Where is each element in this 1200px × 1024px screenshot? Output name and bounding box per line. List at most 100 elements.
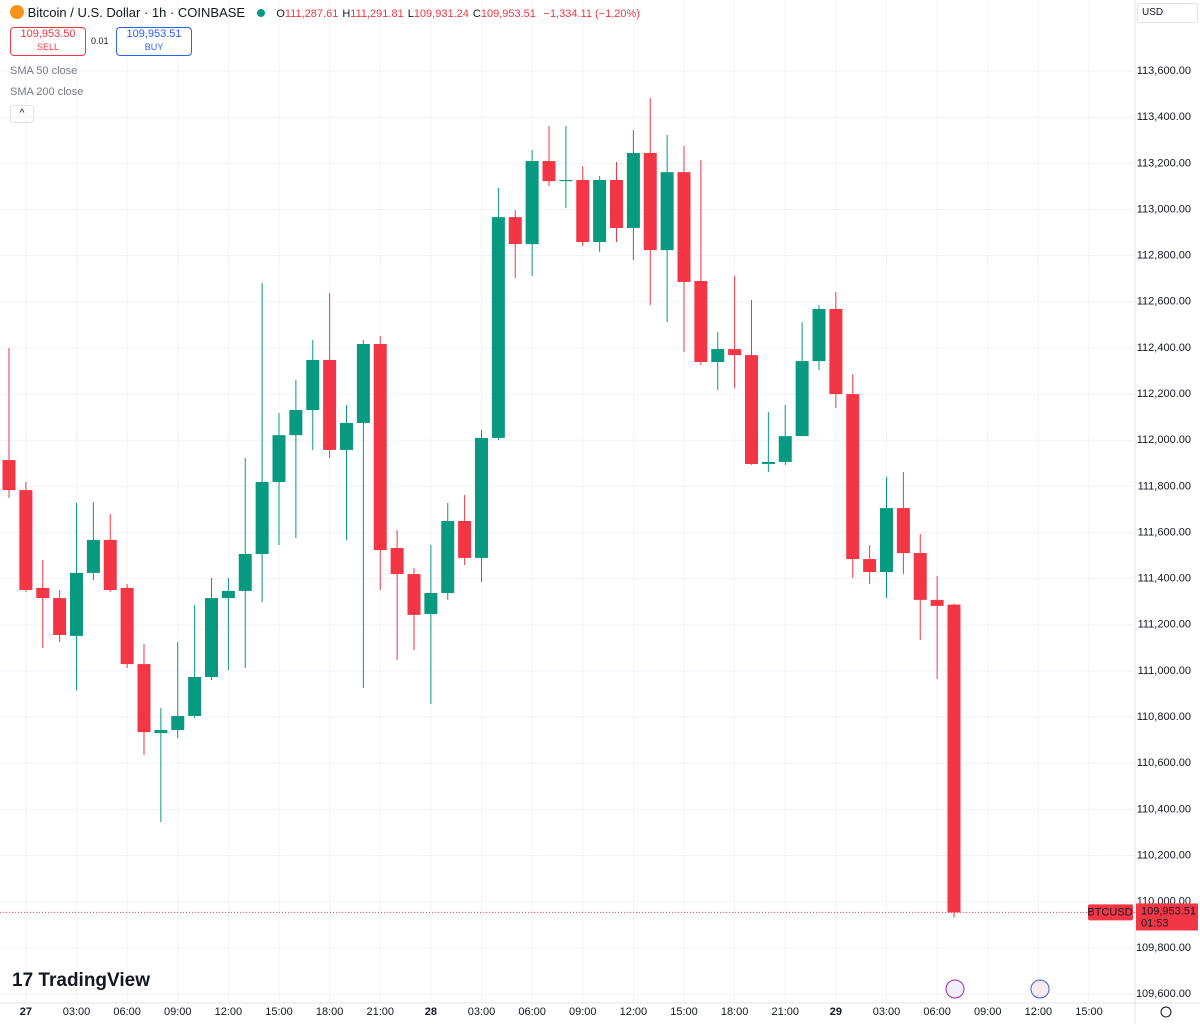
y-tick-label: 112,200.00 (1137, 388, 1191, 400)
y-tick-label: 111,200.00 (1138, 619, 1191, 631)
x-tick-label: 18:00 (316, 1006, 344, 1018)
candle-body (593, 179, 607, 243)
settings-icon (1160, 1006, 1172, 1018)
ohlc-key: O (276, 8, 285, 20)
x-tick-label: 06:00 (923, 1006, 951, 1018)
x-tick-label: 21:00 (366, 1006, 394, 1018)
y-tick-label: 111,800.00 (1138, 480, 1191, 492)
candle-body (728, 349, 742, 356)
ohlc-value: 109,953.51 (480, 8, 536, 20)
indicator[interactable]: SMA 50 close (10, 65, 78, 77)
y-tick-label: 109,600.00 (1136, 988, 1191, 1000)
candle-body (424, 592, 438, 614)
candle-body (947, 604, 961, 913)
candle-body (2, 460, 16, 491)
indicator[interactable]: SMA 200 close (10, 86, 84, 98)
ohlc-key: L (407, 8, 414, 20)
candle-body (171, 715, 185, 731)
spread: 0.01 (91, 36, 109, 46)
header: Bitcoin / U.S. Dollar · 1h · COINBASE O1… (10, 5, 640, 20)
y-tick-label: 112,000.00 (1137, 434, 1191, 446)
event-icon (1030, 979, 1050, 999)
symbol-tag-text: BTCUSD (1087, 906, 1132, 918)
y-tick-label: 113,200.00 (1137, 157, 1191, 169)
candle-body (660, 172, 674, 251)
collapse-button[interactable]: ^ (10, 105, 34, 123)
ohlc-value: 111,287.61 (284, 8, 339, 20)
sell-label: SELL (36, 42, 60, 52)
x-tick-label: 03:00 (873, 1006, 901, 1018)
candle-body (289, 410, 303, 436)
buy-button[interactable]: 109,953.51 BUY (116, 27, 192, 56)
x-tick-label: 12:00 (1025, 1006, 1053, 1018)
candle-body (103, 539, 117, 590)
x-tick-label: 27 (20, 1006, 32, 1018)
sell-button[interactable]: 109,953.50 SELL (10, 27, 86, 56)
x-tick-label: 15:00 (670, 1006, 698, 1018)
x-tick-label: 29 (830, 1006, 842, 1018)
candle-body (525, 161, 539, 245)
candle-body (36, 587, 50, 599)
candle-body (896, 508, 910, 554)
symbol-tag (1088, 904, 1133, 921)
candle-body (188, 676, 202, 716)
brand-name: TradingView (38, 970, 150, 991)
x-tick-label: 03:00 (468, 1006, 496, 1018)
price-tag-text: 109,953.51 (1141, 905, 1196, 917)
ohlc-value: 109,931.24 (413, 8, 469, 20)
x-tick-label: 21:00 (771, 1006, 799, 1018)
candle-body (930, 599, 944, 606)
candle-body (542, 161, 556, 182)
y-tick-label: 110,800.00 (1137, 711, 1191, 723)
candle-body (458, 520, 472, 558)
brand: 17 TradingView (12, 970, 150, 991)
ohlc-value: 111,291.81 (350, 8, 404, 20)
candle-body (880, 508, 893, 572)
y-tick-label: 111,000.00 (1138, 665, 1191, 677)
x-tick-label: 06:00 (113, 1006, 141, 1018)
y-tick-label: 113,400.00 (1137, 111, 1191, 123)
x-tick-label: 09:00 (974, 1006, 1002, 1018)
candle-body (120, 587, 134, 665)
candle-body (86, 539, 100, 573)
candle-body (795, 361, 809, 437)
candle-body (610, 179, 623, 228)
candle-body (559, 179, 573, 182)
candle-body (778, 436, 792, 462)
y-tick-label: 109,800.00 (1136, 942, 1191, 954)
x-tick-label: 28 (425, 1006, 437, 1018)
candle-body (863, 559, 877, 572)
candle-body (913, 553, 927, 600)
candle-body (221, 590, 235, 599)
x-tick-label: 06:00 (518, 1006, 546, 1018)
ohlc-key: C (472, 8, 481, 20)
y-tick-label: 112,600.00 (1137, 296, 1191, 308)
candle-body (356, 344, 370, 423)
change: −1,334.11 (−1.20%) (543, 8, 640, 20)
candle-body (812, 308, 826, 362)
candle-body (340, 422, 353, 450)
y-tick-label: 111,400.00 (1138, 573, 1191, 585)
candle-body (761, 461, 775, 465)
candle-body (829, 308, 843, 395)
x-tick-label: 12:00 (215, 1006, 243, 1018)
candle-body (694, 281, 708, 363)
x-tick-label: 09:00 (164, 1006, 192, 1018)
candle-body (626, 152, 640, 228)
candle-body (508, 217, 522, 245)
candle-body (154, 730, 168, 734)
currency-button[interactable]: USD (1137, 3, 1198, 23)
candle-body (846, 394, 860, 560)
y-tick-label: 113,000.00 (1137, 203, 1191, 215)
candle-body (745, 355, 758, 465)
candle-body (205, 598, 218, 677)
y-tick-label: 111,600.00 (1138, 526, 1191, 538)
event-icon (945, 979, 965, 999)
ohlc-key: H (342, 8, 351, 20)
candle-body (491, 217, 505, 438)
candle-body (137, 664, 151, 733)
x-tick-label: 09:00 (569, 1006, 597, 1018)
y-tick-label: 112,400.00 (1137, 342, 1191, 354)
